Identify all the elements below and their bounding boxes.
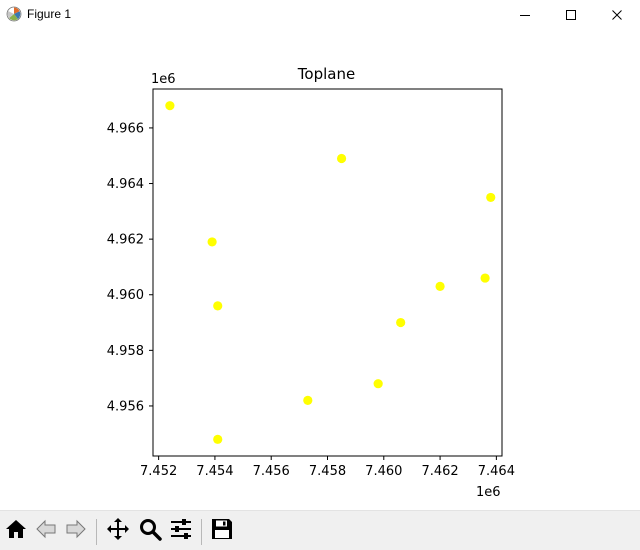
chart-title: Toplane bbox=[297, 65, 355, 83]
x-tick-label: 7.460 bbox=[365, 464, 402, 479]
zoom-button[interactable] bbox=[136, 517, 164, 545]
home-icon bbox=[4, 517, 28, 545]
maximize-button[interactable] bbox=[548, 0, 594, 30]
scatter-point bbox=[435, 281, 445, 292]
scatter-point bbox=[480, 273, 490, 283]
close-button[interactable] bbox=[594, 0, 640, 30]
save-icon bbox=[210, 517, 234, 545]
y-tick-label: 4.964 bbox=[107, 177, 144, 192]
x-tick-label: 7.462 bbox=[421, 464, 458, 479]
pan-icon bbox=[106, 517, 130, 545]
figure-canvas[interactable]: Toplane 7.452 7.454 7.456 7.458 7.460 7.462 7.… bbox=[0, 30, 640, 510]
save-button[interactable] bbox=[208, 517, 236, 545]
home-button[interactable] bbox=[2, 517, 30, 545]
y-tick-label: 4.966 bbox=[107, 121, 144, 136]
scatter-point bbox=[336, 153, 347, 164]
scatter-chart: Toplane 7.452 7.454 7.456 7.458 7.460 7.462 7.… bbox=[107, 65, 515, 500]
configure-subplots-icon bbox=[169, 517, 193, 545]
scatter-point bbox=[303, 395, 313, 405]
scatter-point bbox=[207, 237, 217, 247]
y-tick-label: 4.958 bbox=[107, 344, 144, 359]
maximize-icon bbox=[565, 6, 577, 25]
zoom-icon bbox=[138, 517, 162, 545]
pan-button[interactable] bbox=[104, 517, 132, 545]
y-tick-label: 4.960 bbox=[107, 288, 144, 303]
matplotlib-icon bbox=[6, 6, 22, 22]
scatter-point bbox=[396, 317, 406, 328]
toolbar-separator bbox=[96, 519, 97, 545]
close-icon bbox=[611, 6, 623, 25]
scatter-point bbox=[373, 379, 383, 389]
scatter-points bbox=[165, 101, 496, 444]
window-titlebar: Figure 1 bbox=[0, 0, 640, 30]
back-icon bbox=[34, 517, 58, 545]
y-offset-label: 1e6 bbox=[151, 72, 176, 87]
configure-subplots-button[interactable] bbox=[167, 517, 195, 545]
x-offset-label: 1e6 bbox=[476, 485, 501, 500]
navigation-toolbar bbox=[0, 510, 640, 550]
x-tick-label: 7.454 bbox=[196, 464, 233, 479]
forward-button[interactable] bbox=[62, 517, 90, 545]
toolbar-separator bbox=[201, 519, 202, 545]
scatter-point bbox=[165, 101, 175, 111]
x-tick-label: 7.452 bbox=[140, 464, 177, 479]
scatter-point bbox=[213, 434, 223, 444]
minimize-icon bbox=[519, 6, 531, 25]
scatter-point bbox=[486, 192, 496, 203]
scatter-point bbox=[213, 301, 223, 311]
y-axis: 4.956 4.958 4.960 4.962 4.964 4.966 bbox=[107, 121, 153, 414]
y-tick-label: 4.956 bbox=[107, 399, 144, 414]
x-tick-label: 7.464 bbox=[478, 464, 515, 479]
forward-icon bbox=[64, 517, 88, 545]
x-tick-label: 7.458 bbox=[309, 464, 346, 479]
x-tick-label: 7.456 bbox=[253, 464, 290, 479]
window-title: Figure 1 bbox=[27, 7, 72, 21]
plot-area bbox=[153, 89, 502, 456]
y-tick-label: 4.962 bbox=[107, 233, 144, 248]
x-axis: 7.452 7.454 7.456 7.458 7.460 7.462 7.464 bbox=[140, 456, 515, 479]
minimize-button[interactable] bbox=[502, 0, 548, 30]
back-button[interactable] bbox=[32, 517, 60, 545]
